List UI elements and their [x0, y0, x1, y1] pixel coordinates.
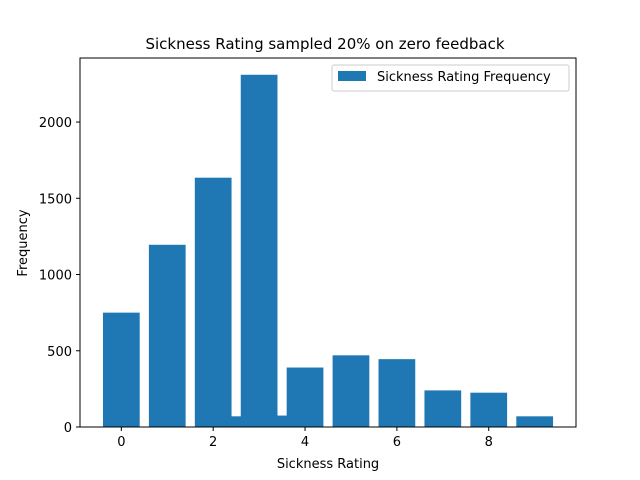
y-tick-label: 1500	[39, 192, 72, 207]
bar	[332, 355, 370, 427]
x-axis-label: Sickness Rating	[277, 457, 379, 472]
legend-swatch	[338, 71, 366, 81]
x-axis-ticks: 0 2 4 6 8	[117, 427, 493, 450]
bar	[148, 244, 186, 427]
bar	[424, 390, 462, 427]
chart-title: Sickness Rating sampled 20% on zero feed…	[145, 35, 504, 53]
legend-box	[331, 64, 570, 92]
legend: Sickness Rating Frequency	[331, 64, 570, 92]
bar	[378, 359, 416, 427]
bar	[470, 392, 508, 427]
bar	[217, 416, 255, 427]
bar	[240, 74, 278, 427]
bar	[286, 367, 324, 427]
bar	[263, 415, 301, 427]
plot-frame	[79, 57, 577, 428]
y-tick-label: 500	[47, 345, 72, 360]
legend-label: Sickness Rating Frequency	[377, 70, 551, 85]
y-axis-label: Frequency	[16, 209, 31, 276]
y-tick-label: 1000	[39, 269, 72, 284]
x-tick-label: 6	[393, 435, 401, 450]
y-axis-ticks: 0 500 1000 1500 2000	[39, 116, 80, 436]
x-tick-label: 4	[301, 435, 309, 450]
x-tick-label: 8	[485, 435, 493, 450]
x-tick-label: 0	[117, 435, 125, 450]
y-tick-label: 0	[64, 421, 72, 436]
bar	[102, 312, 140, 427]
y-tick-label: 2000	[39, 116, 72, 131]
bars-group	[102, 74, 554, 427]
x-tick-label: 2	[209, 435, 217, 450]
bar	[516, 416, 554, 427]
bar	[194, 177, 232, 427]
